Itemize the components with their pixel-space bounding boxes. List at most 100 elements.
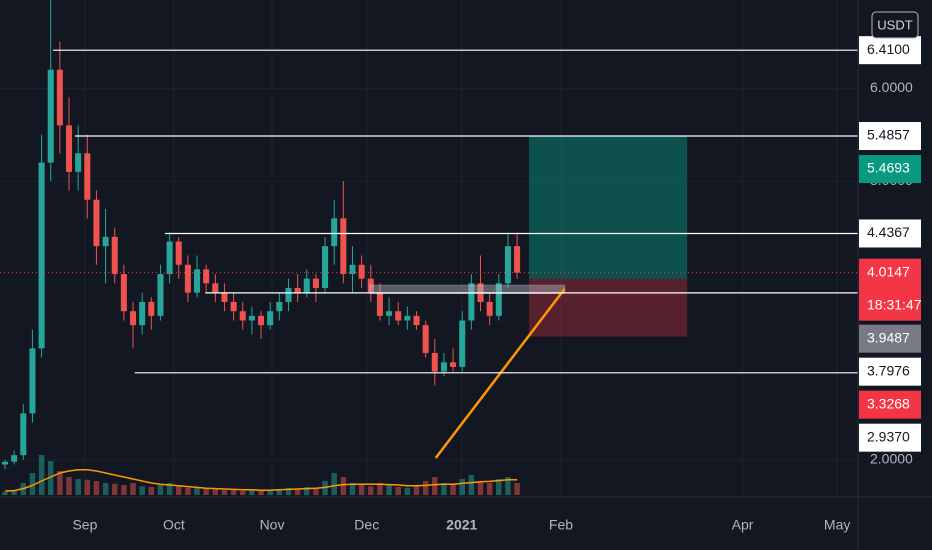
x-tick-label: Feb bbox=[549, 517, 573, 533]
volume-bar bbox=[139, 486, 145, 495]
volume-bar bbox=[258, 490, 264, 495]
x-tick-label: Apr bbox=[732, 517, 754, 533]
candle-body bbox=[221, 292, 228, 302]
volume-bar bbox=[66, 477, 72, 495]
candle-body bbox=[65, 125, 73, 172]
candle-body bbox=[47, 69, 54, 163]
candle-body bbox=[486, 301, 493, 316]
price-label: 2.9370 bbox=[867, 428, 910, 444]
volume-bar bbox=[57, 471, 63, 495]
candle-body bbox=[413, 315, 420, 326]
volume-bar bbox=[2, 491, 8, 495]
countdown: 18:31:47 bbox=[867, 296, 922, 312]
candle-body bbox=[111, 236, 118, 275]
candle-body bbox=[276, 301, 283, 312]
volume-bar bbox=[102, 483, 109, 495]
volume-bar bbox=[148, 487, 155, 495]
candle-body bbox=[331, 218, 338, 247]
volume-bar bbox=[432, 477, 438, 495]
candle-body bbox=[239, 311, 246, 321]
volume-bar bbox=[267, 489, 273, 495]
volume-bar bbox=[294, 488, 301, 495]
volume-bar bbox=[304, 487, 310, 495]
candle-body bbox=[358, 264, 365, 279]
volume-bar bbox=[230, 490, 237, 495]
price-label: 5.4693 bbox=[867, 160, 910, 176]
volume-bar bbox=[496, 479, 502, 495]
price-label-bg bbox=[859, 122, 921, 151]
candle-body bbox=[230, 301, 237, 312]
candle-body bbox=[157, 274, 164, 316]
candle-body bbox=[93, 199, 100, 247]
candle-body bbox=[148, 301, 155, 316]
volume-bar bbox=[358, 485, 365, 495]
price-label-bg bbox=[859, 36, 921, 65]
price-label: 4.0147 bbox=[867, 263, 910, 279]
candle-body bbox=[29, 348, 36, 414]
x-tick-label: May bbox=[824, 517, 850, 533]
volume-bar bbox=[47, 461, 54, 495]
volume-bar bbox=[349, 483, 356, 495]
target-zone bbox=[528, 136, 688, 279]
stop-zone bbox=[528, 278, 688, 337]
volume-bar bbox=[486, 483, 493, 495]
volume-bar bbox=[166, 483, 173, 495]
candle-body bbox=[120, 274, 127, 312]
volume-bar bbox=[459, 479, 465, 495]
volume-bar bbox=[212, 489, 219, 495]
candle-body bbox=[130, 311, 137, 326]
x-tick-label: Nov bbox=[260, 517, 285, 533]
candle-body bbox=[285, 287, 292, 302]
volume-bar bbox=[249, 490, 255, 495]
candle-body bbox=[184, 264, 191, 293]
volume-bar bbox=[84, 479, 91, 495]
candle-body bbox=[166, 241, 173, 275]
volume-bar bbox=[377, 483, 383, 495]
candle-body bbox=[267, 311, 274, 326]
candle-body bbox=[395, 311, 402, 321]
candle-body bbox=[102, 236, 109, 247]
volume-bar bbox=[413, 486, 420, 495]
currency-button[interactable] bbox=[871, 11, 919, 39]
volume-bar bbox=[505, 477, 511, 495]
price-label-bg bbox=[859, 390, 921, 419]
candle-body bbox=[459, 320, 466, 367]
candle-body bbox=[203, 269, 210, 284]
volume-bar bbox=[203, 489, 209, 495]
candle-body bbox=[404, 315, 411, 321]
candle-body bbox=[139, 301, 146, 326]
volume-bar bbox=[477, 481, 484, 495]
price-label-bg bbox=[859, 219, 921, 248]
candle-body bbox=[440, 362, 447, 372]
candle-body bbox=[450, 362, 457, 367]
price-label-bg bbox=[859, 258, 921, 321]
volume-bar bbox=[194, 487, 200, 495]
currency[interactable]: USDT bbox=[877, 17, 912, 32]
candle-body bbox=[20, 413, 27, 456]
x-tick-label: 2021 bbox=[446, 517, 477, 533]
candle-body bbox=[303, 278, 310, 293]
candle-body bbox=[367, 278, 374, 293]
candle-body bbox=[468, 283, 475, 321]
candle-body bbox=[340, 218, 347, 275]
trendline bbox=[434, 288, 566, 459]
volume-bar bbox=[441, 483, 447, 495]
candle-body bbox=[258, 315, 265, 326]
volume-bar bbox=[240, 491, 246, 495]
volume-bar bbox=[29, 473, 36, 495]
candle-body bbox=[38, 162, 45, 349]
volume-bar bbox=[276, 489, 283, 495]
candle-body bbox=[11, 455, 18, 462]
volume-bar bbox=[285, 487, 292, 495]
candle-body bbox=[56, 69, 63, 126]
price-label: 4.4367 bbox=[867, 224, 910, 240]
candle-body bbox=[504, 246, 511, 284]
candle-body bbox=[175, 241, 182, 265]
volume-bar bbox=[340, 477, 347, 495]
candle-body bbox=[376, 292, 383, 316]
volume-bar bbox=[111, 483, 118, 495]
candle-body bbox=[431, 353, 438, 372]
price-label: 5.4857 bbox=[867, 127, 910, 143]
candle-body bbox=[386, 311, 393, 316]
